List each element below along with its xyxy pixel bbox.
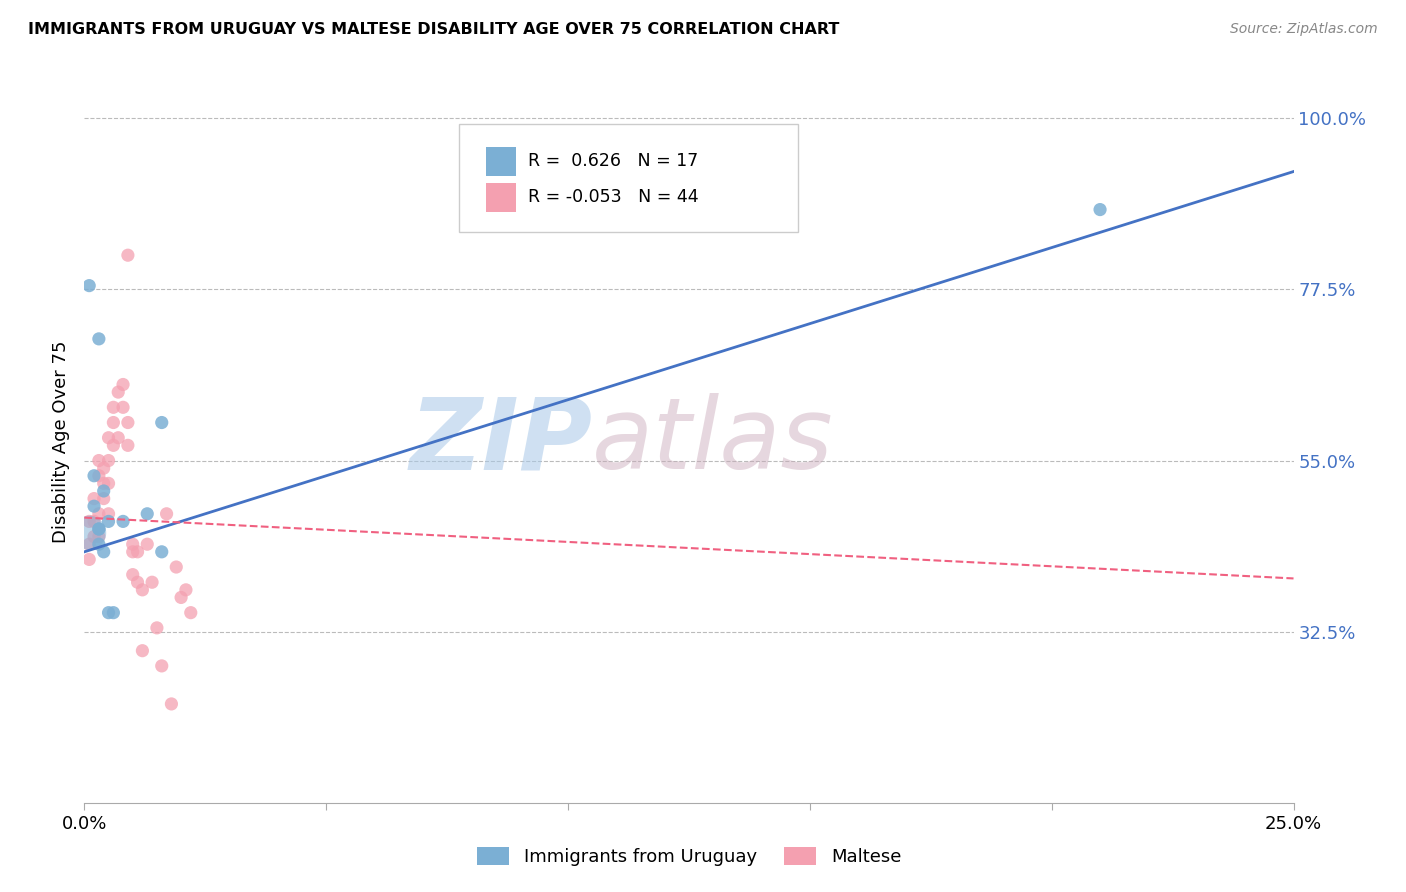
Point	[155, 507, 177, 521]
Point	[93, 545, 115, 559]
Point	[77, 537, 100, 551]
Point	[136, 537, 159, 551]
Point	[87, 537, 110, 551]
Point	[150, 416, 173, 430]
Point	[87, 507, 110, 521]
Point	[127, 575, 149, 590]
Point	[83, 468, 105, 483]
Point	[174, 582, 197, 597]
Point	[103, 401, 125, 415]
Point	[83, 530, 105, 544]
Point	[107, 431, 129, 445]
Point	[83, 515, 105, 529]
Point	[87, 332, 110, 346]
Point	[97, 453, 120, 467]
Point	[127, 545, 149, 559]
Point	[93, 461, 115, 475]
Bar	[486, 147, 516, 176]
Point	[83, 499, 105, 513]
Point	[117, 438, 139, 452]
Point	[97, 431, 120, 445]
Text: R = -0.053   N = 44: R = -0.053 N = 44	[529, 188, 699, 206]
Point	[93, 476, 115, 491]
Point	[77, 525, 100, 540]
Point	[121, 545, 143, 559]
Point	[112, 515, 135, 529]
Point	[83, 491, 105, 506]
Point	[97, 476, 120, 491]
Point	[150, 659, 173, 673]
Point	[170, 591, 193, 605]
Point	[121, 537, 143, 551]
Point	[97, 507, 120, 521]
Point	[146, 621, 169, 635]
Point	[97, 515, 120, 529]
Point	[121, 567, 143, 582]
Point	[112, 401, 135, 415]
Point	[107, 385, 129, 400]
Text: atlas: atlas	[592, 393, 834, 490]
Point	[165, 560, 187, 574]
Point	[87, 468, 110, 483]
Point	[112, 377, 135, 392]
Point	[1088, 202, 1111, 217]
Point	[87, 530, 110, 544]
Point	[87, 453, 110, 467]
Point	[141, 575, 163, 590]
FancyBboxPatch shape	[460, 124, 797, 232]
Point	[136, 507, 159, 521]
Text: Source: ZipAtlas.com: Source: ZipAtlas.com	[1230, 22, 1378, 37]
Bar	[486, 183, 516, 211]
Point	[103, 416, 125, 430]
Point	[160, 697, 183, 711]
Point	[93, 491, 115, 506]
Point	[97, 606, 120, 620]
Point	[77, 515, 100, 529]
Point	[93, 483, 115, 498]
Point	[117, 416, 139, 430]
Point	[87, 522, 110, 536]
Point	[87, 522, 110, 536]
Y-axis label: Disability Age Over 75: Disability Age Over 75	[52, 340, 70, 543]
Legend: Immigrants from Uruguay, Maltese: Immigrants from Uruguay, Maltese	[470, 839, 908, 873]
Point	[131, 582, 153, 597]
Point	[77, 552, 100, 566]
Point	[150, 545, 173, 559]
Text: IMMIGRANTS FROM URUGUAY VS MALTESE DISABILITY AGE OVER 75 CORRELATION CHART: IMMIGRANTS FROM URUGUAY VS MALTESE DISAB…	[28, 22, 839, 37]
Point	[103, 606, 125, 620]
Point	[77, 278, 100, 293]
Point	[131, 643, 153, 657]
Point	[103, 438, 125, 452]
Point	[180, 606, 202, 620]
Text: R =  0.626   N = 17: R = 0.626 N = 17	[529, 153, 699, 170]
Text: ZIP: ZIP	[409, 393, 592, 490]
Point	[117, 248, 139, 262]
